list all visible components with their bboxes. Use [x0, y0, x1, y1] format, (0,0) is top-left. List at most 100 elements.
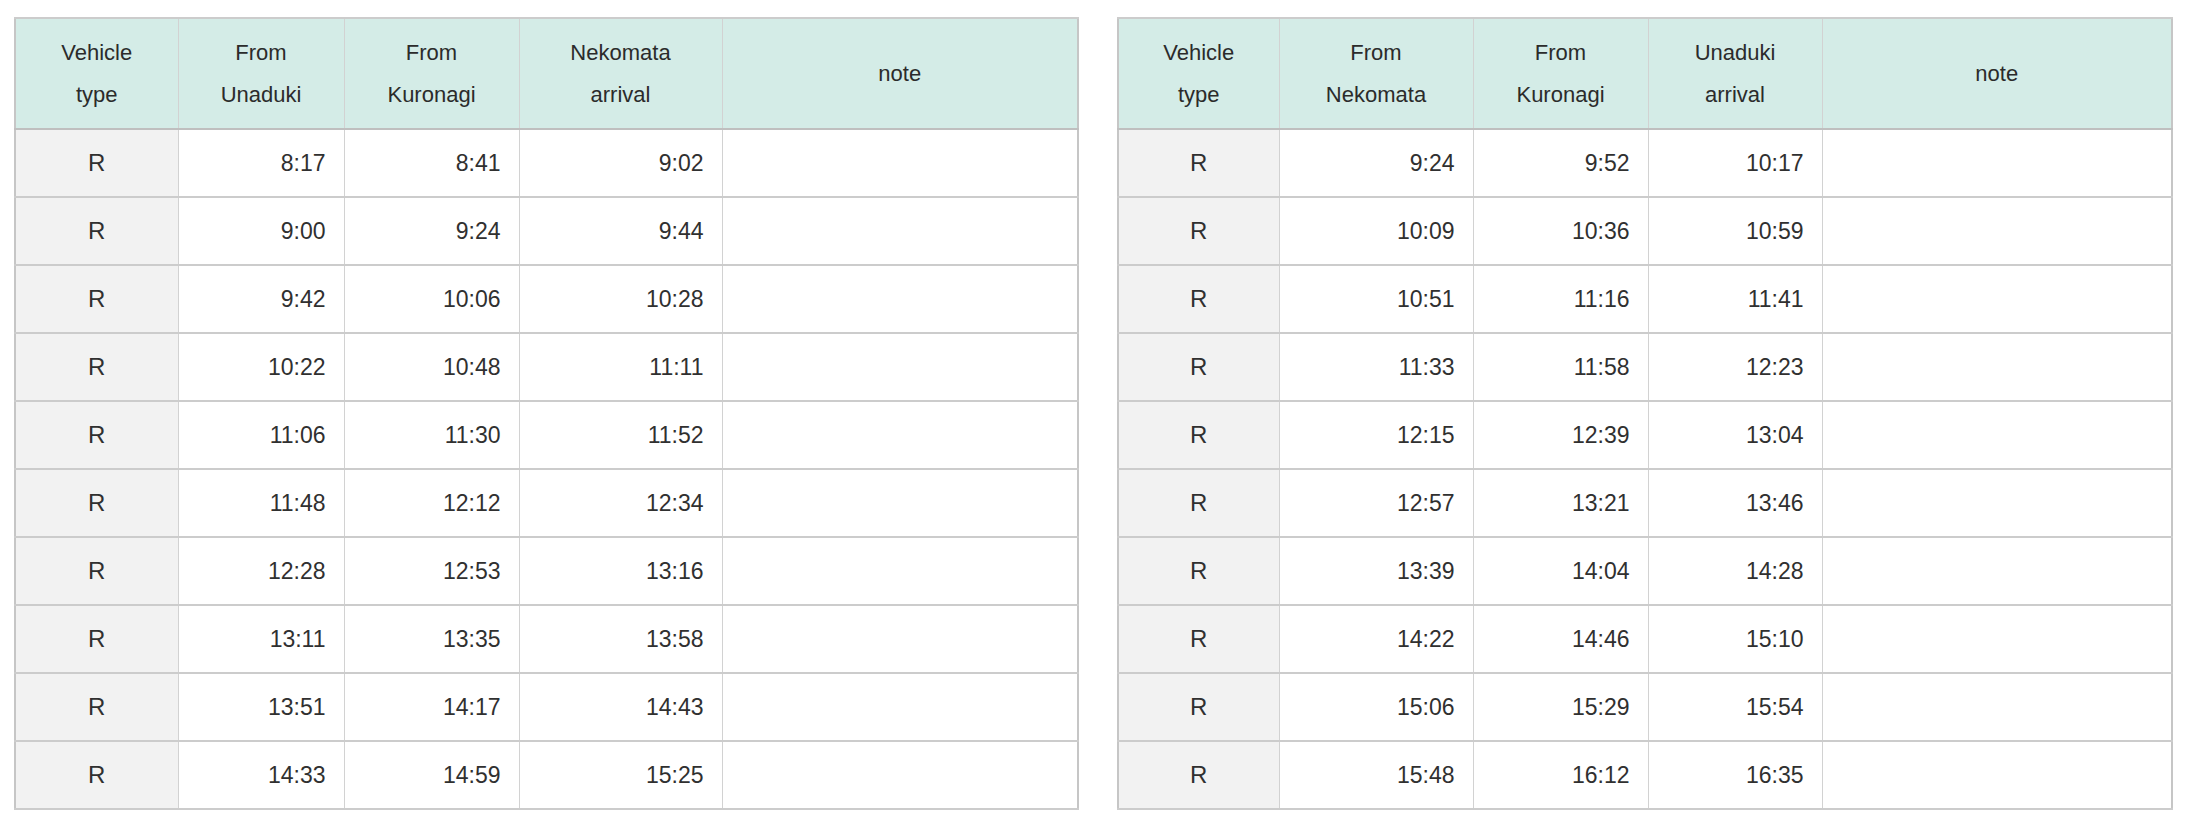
unaduki-arrival-cell: 15:54 [1648, 673, 1822, 741]
note-cell [1822, 673, 2172, 741]
nekomata-arrival-cell: 14:43 [519, 673, 722, 741]
vehicle-type-cell: R [1118, 333, 1279, 401]
from-unaduki-cell: 10:22 [178, 333, 344, 401]
vehicle-type-cell: R [1118, 537, 1279, 605]
from-kuronagi-cell: 12:12 [344, 469, 519, 537]
column-header-note: note [722, 18, 1078, 129]
from-nekomata-cell: 15:48 [1279, 741, 1473, 809]
unaduki-arrival-cell: 12:23 [1648, 333, 1822, 401]
table-row: R14:3314:5915:25 [15, 741, 1078, 809]
note-cell [722, 741, 1078, 809]
from-kuronagi-cell: 14:59 [344, 741, 519, 809]
header-row: Vehicle type From Unaduki From Kuronagi … [15, 18, 1078, 129]
note-cell [1822, 605, 2172, 673]
column-header-from-kuronagi: From Kuronagi [344, 18, 519, 129]
from-kuronagi-cell: 13:21 [1473, 469, 1648, 537]
vehicle-type-cell: R [1118, 129, 1279, 197]
from-nekomata-cell: 10:51 [1279, 265, 1473, 333]
from-kuronagi-cell: 14:17 [344, 673, 519, 741]
unaduki-arrival-cell: 10:59 [1648, 197, 1822, 265]
from-nekomata-cell: 10:09 [1279, 197, 1473, 265]
table-row: R11:4812:1212:34 [15, 469, 1078, 537]
note-cell [1822, 197, 2172, 265]
nekomata-arrival-cell: 13:16 [519, 537, 722, 605]
from-kuronagi-cell: 11:58 [1473, 333, 1648, 401]
from-unaduki-cell: 9:00 [178, 197, 344, 265]
from-nekomata-cell: 11:33 [1279, 333, 1473, 401]
vehicle-type-cell: R [15, 605, 178, 673]
from-unaduki-cell: 14:33 [178, 741, 344, 809]
vehicle-type-cell: R [1118, 197, 1279, 265]
nekomata-arrival-cell: 15:25 [519, 741, 722, 809]
from-kuronagi-cell: 16:12 [1473, 741, 1648, 809]
table-body: R8:178:419:02R9:009:249:44R9:4210:0610:2… [15, 129, 1078, 809]
unaduki-arrival-cell: 11:41 [1648, 265, 1822, 333]
column-header-vehicle-type: Vehicle type [15, 18, 178, 129]
table-row: R14:2214:4615:10 [1118, 605, 2172, 673]
from-kuronagi-cell: 12:53 [344, 537, 519, 605]
from-nekomata-cell: 13:39 [1279, 537, 1473, 605]
from-unaduki-cell: 11:48 [178, 469, 344, 537]
from-unaduki-cell: 12:28 [178, 537, 344, 605]
from-nekomata-cell: 14:22 [1279, 605, 1473, 673]
table-row: R15:0615:2915:54 [1118, 673, 2172, 741]
from-unaduki-cell: 9:42 [178, 265, 344, 333]
nekomata-arrival-cell: 9:44 [519, 197, 722, 265]
note-cell [722, 197, 1078, 265]
table-row: R12:1512:3913:04 [1118, 401, 2172, 469]
vehicle-type-cell: R [15, 469, 178, 537]
note-cell [722, 401, 1078, 469]
from-kuronagi-cell: 13:35 [344, 605, 519, 673]
note-cell [722, 537, 1078, 605]
vehicle-type-cell: R [15, 673, 178, 741]
vehicle-type-cell: R [1118, 401, 1279, 469]
from-kuronagi-cell: 9:24 [344, 197, 519, 265]
nekomata-arrival-cell: 10:28 [519, 265, 722, 333]
from-unaduki-cell: 8:17 [178, 129, 344, 197]
table-row: R13:1113:3513:58 [15, 605, 1078, 673]
vehicle-type-cell: R [15, 741, 178, 809]
table-row: R12:5713:2113:46 [1118, 469, 2172, 537]
from-nekomata-cell: 9:24 [1279, 129, 1473, 197]
from-nekomata-cell: 12:15 [1279, 401, 1473, 469]
note-cell [722, 673, 1078, 741]
vehicle-type-cell: R [15, 197, 178, 265]
from-unaduki-cell: 11:06 [178, 401, 344, 469]
from-kuronagi-cell: 11:16 [1473, 265, 1648, 333]
note-cell [1822, 469, 2172, 537]
nekomata-arrival-cell: 11:52 [519, 401, 722, 469]
column-header-from-kuronagi: From Kuronagi [1473, 18, 1648, 129]
note-cell [722, 129, 1078, 197]
from-kuronagi-cell: 10:36 [1473, 197, 1648, 265]
nekomata-arrival-cell: 12:34 [519, 469, 722, 537]
from-kuronagi-cell: 11:30 [344, 401, 519, 469]
vehicle-type-cell: R [15, 401, 178, 469]
from-kuronagi-cell: 12:39 [1473, 401, 1648, 469]
note-cell [1822, 741, 2172, 809]
from-unaduki-cell: 13:51 [178, 673, 344, 741]
table-row: R13:5114:1714:43 [15, 673, 1078, 741]
vehicle-type-cell: R [1118, 741, 1279, 809]
table-row: R9:009:249:44 [15, 197, 1078, 265]
table-row: R9:4210:0610:28 [15, 265, 1078, 333]
table-header: Vehicle type From Nekomata From Kuronagi… [1118, 18, 2172, 129]
vehicle-type-cell: R [15, 333, 178, 401]
table-row: R10:2210:4811:11 [15, 333, 1078, 401]
table-row: R12:2812:5313:16 [15, 537, 1078, 605]
table-row: R8:178:419:02 [15, 129, 1078, 197]
nekomata-arrival-cell: 13:58 [519, 605, 722, 673]
vehicle-type-cell: R [1118, 673, 1279, 741]
note-cell [1822, 401, 2172, 469]
column-header-unaduki-arrival: Unaduki arrival [1648, 18, 1822, 129]
table-row: R10:0910:3610:59 [1118, 197, 2172, 265]
vehicle-type-cell: R [15, 537, 178, 605]
note-cell [722, 333, 1078, 401]
from-unaduki-cell: 13:11 [178, 605, 344, 673]
note-cell [722, 265, 1078, 333]
column-header-from-nekomata: From Nekomata [1279, 18, 1473, 129]
vehicle-type-cell: R [1118, 605, 1279, 673]
header-row: Vehicle type From Nekomata From Kuronagi… [1118, 18, 2172, 129]
table-row: R9:249:5210:17 [1118, 129, 2172, 197]
from-kuronagi-cell: 9:52 [1473, 129, 1648, 197]
vehicle-type-cell: R [15, 265, 178, 333]
